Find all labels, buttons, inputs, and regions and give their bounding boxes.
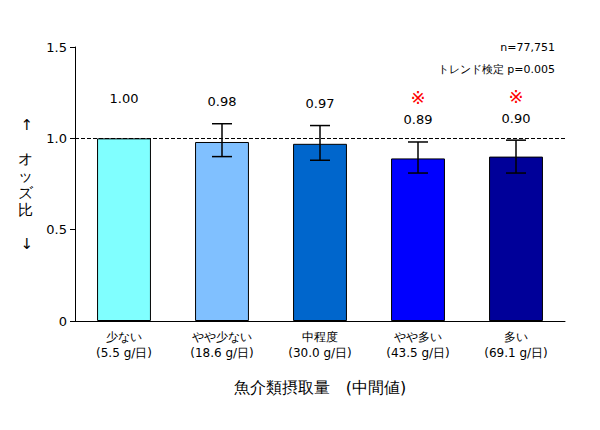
svg-text:0.98: 0.98 (208, 94, 237, 109)
svg-text:0: 0 (59, 314, 67, 329)
svg-text:(5.5 g/日): (5.5 g/日) (96, 346, 152, 360)
svg-text:n=77,751: n=77,751 (500, 41, 555, 54)
svg-text:ッ: ッ (18, 167, 33, 185)
svg-text:1.5: 1.5 (46, 40, 67, 55)
svg-text:0.90: 0.90 (502, 111, 531, 126)
svg-text:多い: 多い (504, 330, 528, 344)
svg-text:※: ※ (410, 87, 425, 108)
svg-text:0.89: 0.89 (404, 112, 433, 127)
svg-text:1.0: 1.0 (46, 131, 67, 146)
svg-text:↑: ↑ (20, 116, 33, 134)
svg-text:少ない: 少ない (106, 330, 142, 344)
svg-text:中程度: 中程度 (302, 330, 338, 344)
svg-text:魚介類摂取量 (中間値): 魚介類摂取量 (中間値) (234, 378, 406, 397)
svg-text:(43.5 g/日): (43.5 g/日) (386, 346, 450, 360)
svg-text:トレンド検定 p=0.005: トレンド検定 p=0.005 (438, 63, 555, 76)
svg-text:(69.1 g/日): (69.1 g/日) (484, 346, 548, 360)
svg-text:やや少ない: やや少ない (192, 330, 252, 344)
svg-text:(18.6 g/日): (18.6 g/日) (190, 346, 254, 360)
svg-text:ズ: ズ (18, 184, 34, 202)
svg-text:※: ※ (508, 86, 523, 107)
svg-text:(30.0 g/日): (30.0 g/日) (288, 346, 352, 360)
svg-text:オ: オ (18, 150, 33, 168)
svg-text:0.5: 0.5 (46, 222, 67, 237)
svg-text:↓: ↓ (20, 235, 33, 253)
svg-text:1.00: 1.00 (110, 91, 139, 106)
svg-text:比: 比 (18, 201, 33, 219)
svg-text:0.97: 0.97 (306, 96, 335, 111)
svg-text:やや多い: やや多い (394, 330, 442, 344)
